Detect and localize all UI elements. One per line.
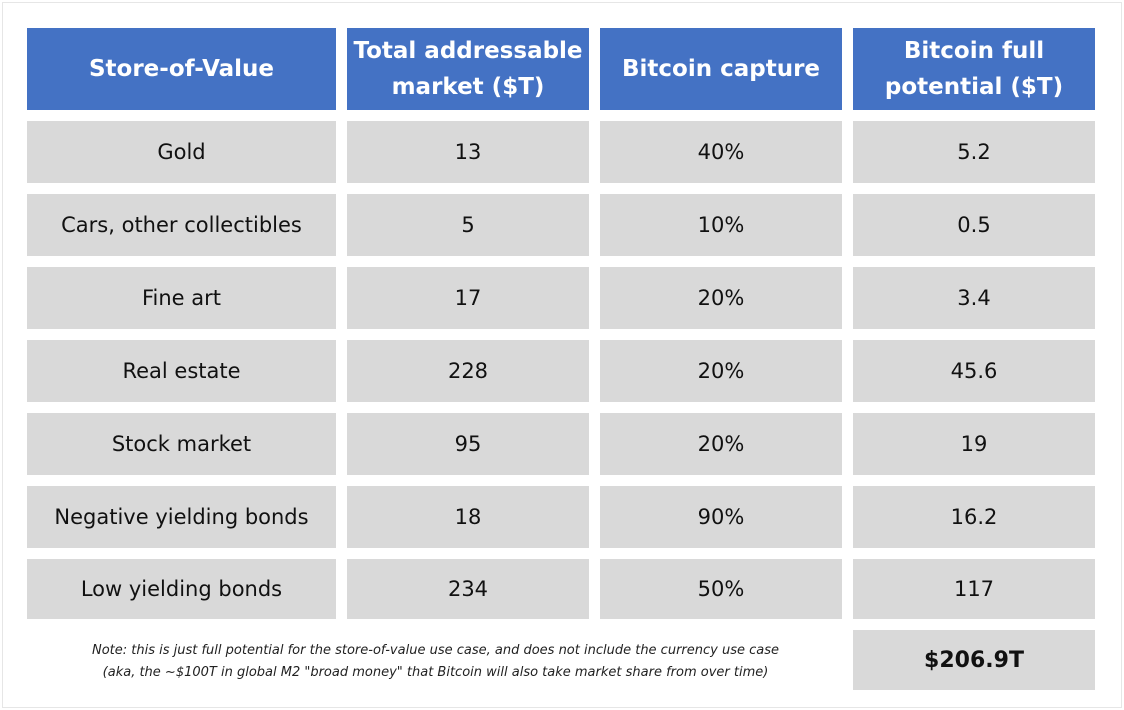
footnote-line1: Note: this is just full potential for th… <box>91 643 780 658</box>
header-bitcoin-capture: Bitcoin capture <box>600 28 842 110</box>
table-row-negative-bonds-potential: 16.2 <box>853 486 1095 548</box>
table-row-stock-market-market: 95 <box>347 413 589 475</box>
table-row-stock-market-potential: 19 <box>853 413 1095 475</box>
table-row-gold-name: Gold <box>27 121 336 183</box>
table-row-low-bonds-name: Low yielding bonds <box>27 559 336 619</box>
table-row-stock-market-capture: 20% <box>600 413 842 475</box>
table-row-cars-potential: 0.5 <box>853 194 1095 256</box>
table-row-real-estate-market: 228 <box>347 340 589 402</box>
table-row-gold-market: 13 <box>347 121 589 183</box>
total-potential-value: $206.9T <box>853 630 1095 690</box>
table-row-negative-bonds-market: 18 <box>347 486 589 548</box>
total-label: $206.9T <box>924 647 1024 673</box>
table-row-gold-potential: 5.2 <box>853 121 1095 183</box>
table-row-negative-bonds-capture: 90% <box>600 486 842 548</box>
table-row-stock-market-name: Stock market <box>27 413 336 475</box>
header-label-line2: market ($T) <box>391 74 545 100</box>
footnote: Note: this is just full potential for th… <box>28 640 843 684</box>
table-row-low-bonds-market: 234 <box>347 559 589 619</box>
header-label-line1: Bitcoin full <box>903 38 1045 64</box>
table-row-low-bonds-potential: 117 <box>853 559 1095 619</box>
table-row-fine-art-capture: 20% <box>600 267 842 329</box>
header-bitcoin-full-potential: Bitcoin full potential ($T) <box>853 28 1095 110</box>
header-total-addressable-market: Total addressable market ($T) <box>347 28 589 110</box>
header-label-line2: potential ($T) <box>884 74 1064 100</box>
table-row-cars-capture: 10% <box>600 194 842 256</box>
table-row-real-estate-potential: 45.6 <box>853 340 1095 402</box>
table-row-cars-name: Cars, other collectibles <box>27 194 336 256</box>
table-row-low-bonds-capture: 50% <box>600 559 842 619</box>
header-label-line1: Total addressable <box>353 38 583 64</box>
header-label: Store-of-Value <box>88 56 275 82</box>
table-row-cars-market: 5 <box>347 194 589 256</box>
header-label: Bitcoin capture <box>621 56 821 82</box>
table-row-fine-art-name: Fine art <box>27 267 336 329</box>
table-row-real-estate-capture: 20% <box>600 340 842 402</box>
table-row-fine-art-potential: 3.4 <box>853 267 1095 329</box>
table-row-gold-capture: 40% <box>600 121 842 183</box>
header-store-of-value: Store-of-Value <box>27 28 336 110</box>
table-row-negative-bonds-name: Negative yielding bonds <box>27 486 336 548</box>
table-row-fine-art-market: 17 <box>347 267 589 329</box>
table-row-real-estate-name: Real estate <box>27 340 336 402</box>
footnote-line2: (aka, the ~$100T in global M2 "broad mon… <box>102 665 769 680</box>
